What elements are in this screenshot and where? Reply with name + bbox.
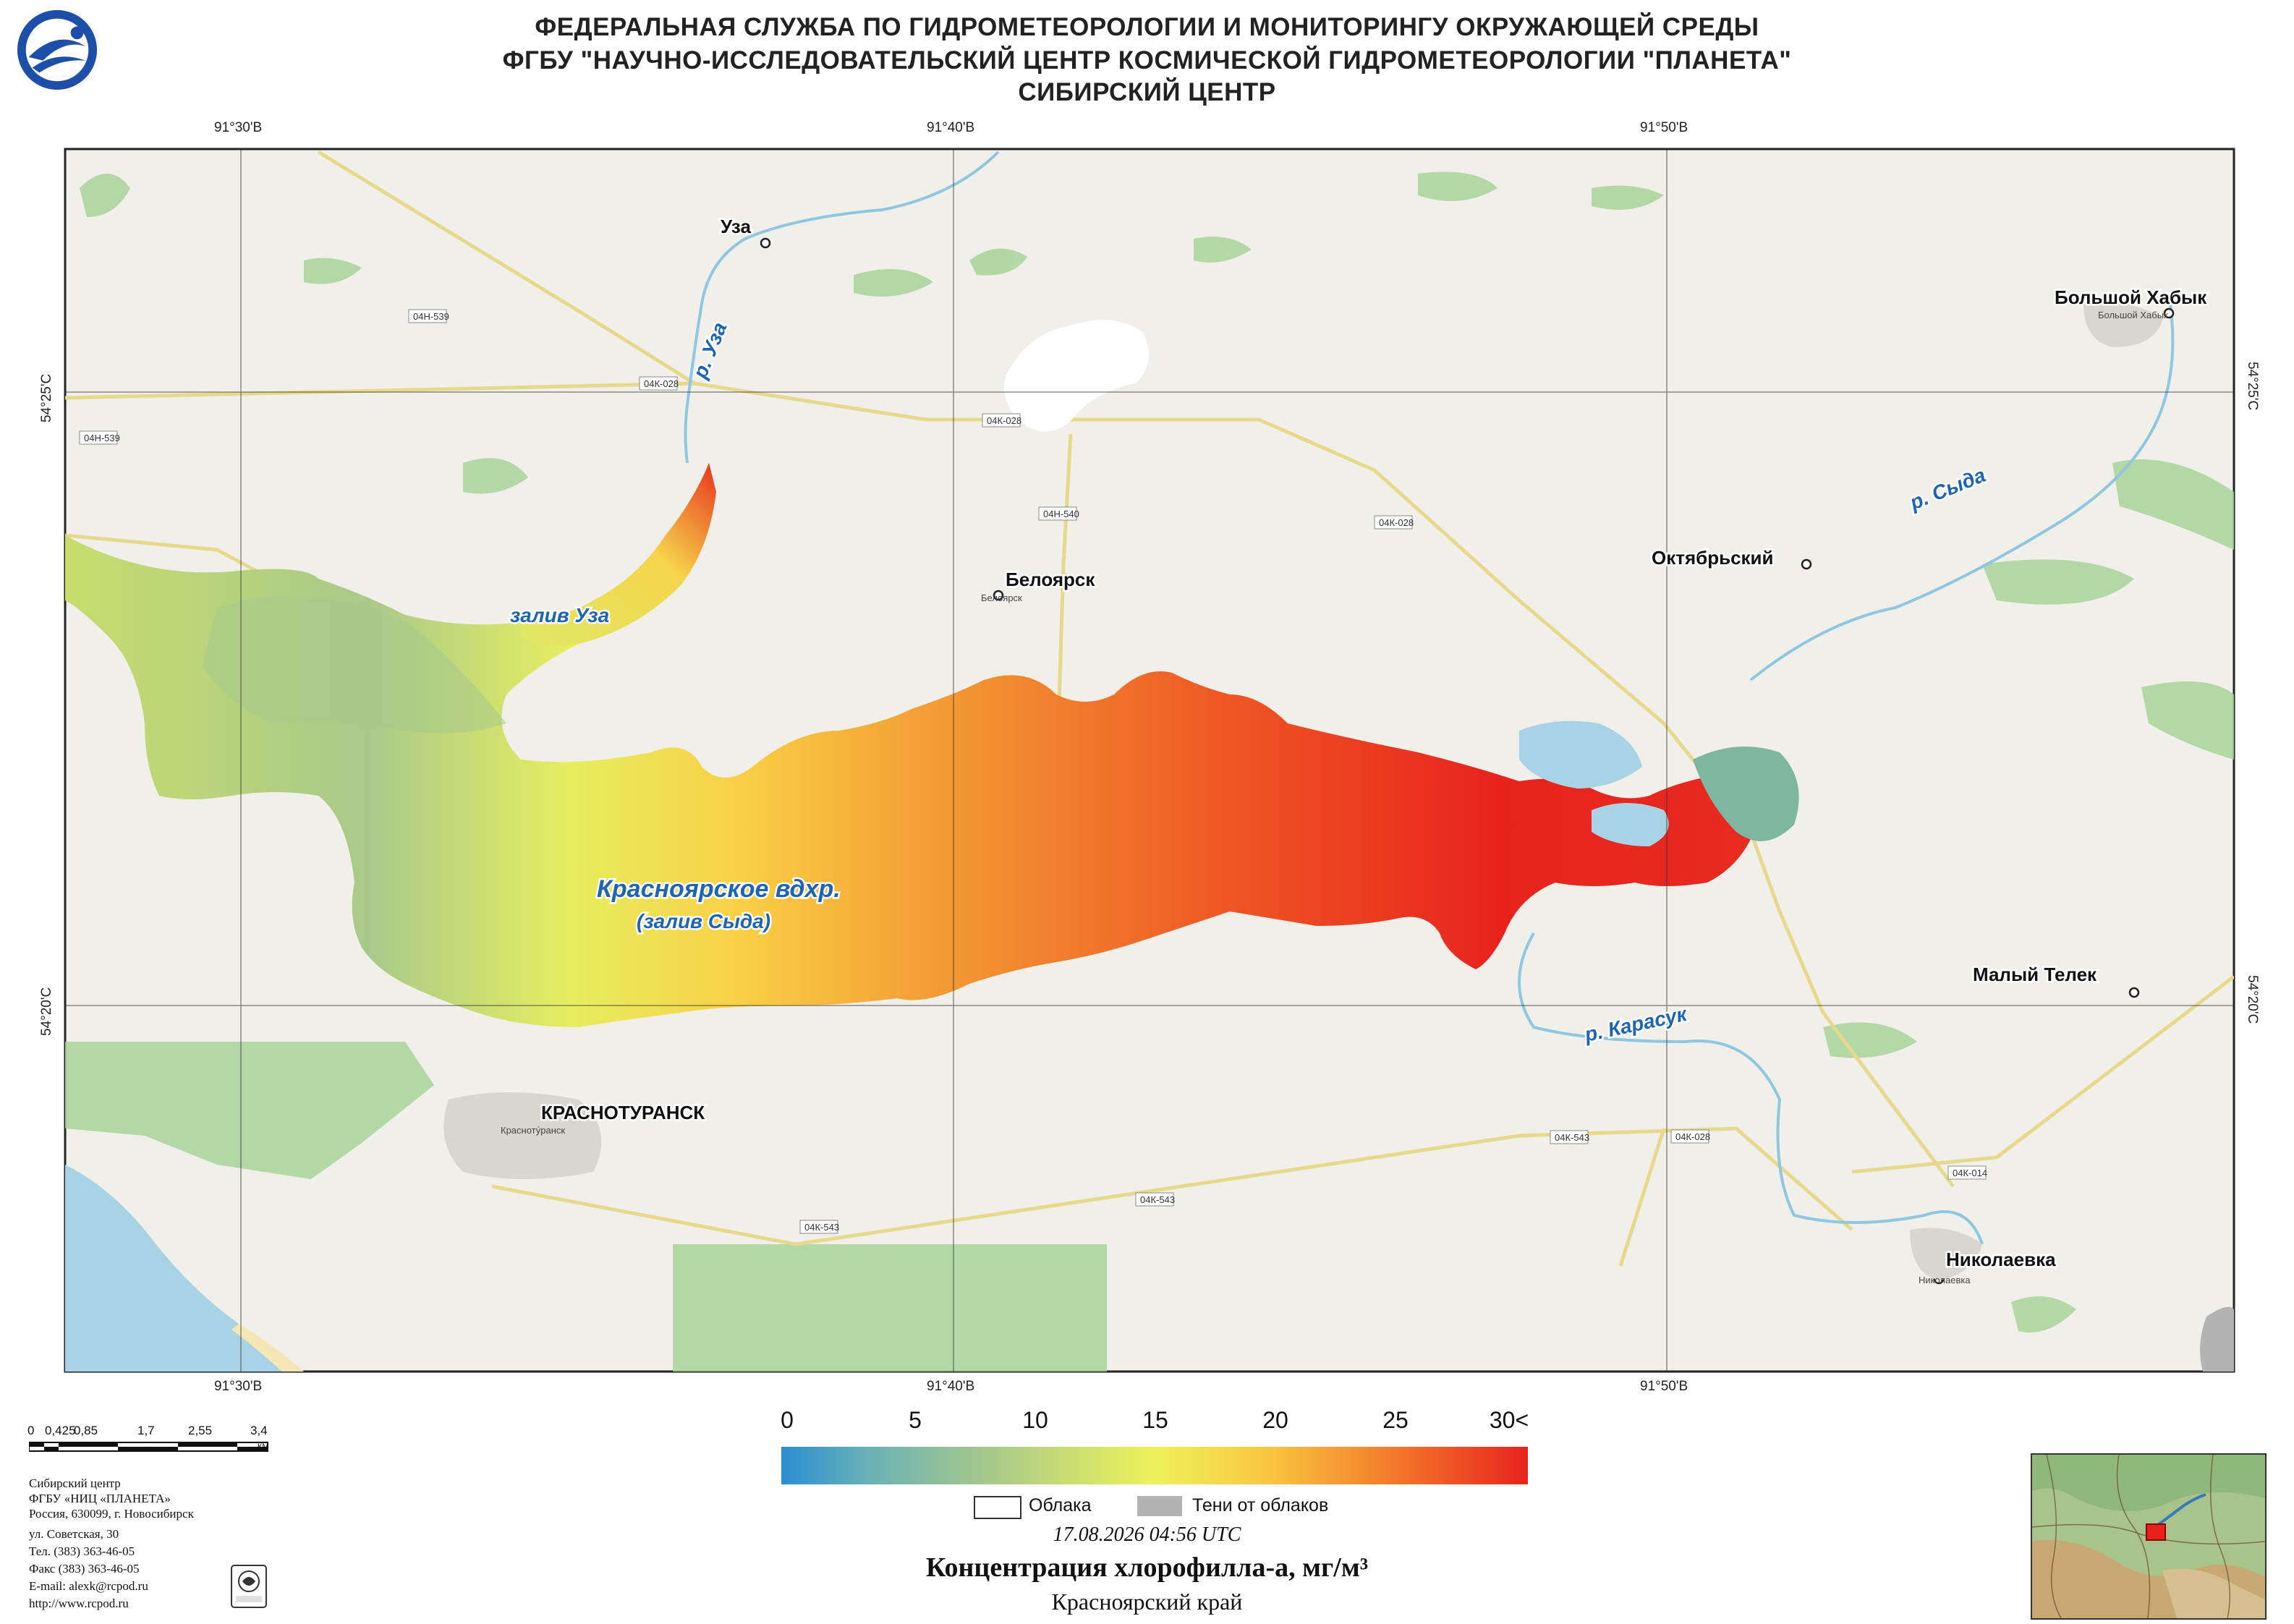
road-label: 04К-028 bbox=[644, 378, 679, 389]
place-krasnoturansk: КРАСНОТУРАНСК bbox=[541, 1102, 705, 1123]
label-bay-uza: залив Уза bbox=[510, 604, 609, 626]
legend-tick: 30< bbox=[1489, 1407, 1529, 1433]
legend-tick: 5 bbox=[909, 1407, 922, 1433]
lon-label-top-2: 91°40'В bbox=[927, 120, 975, 135]
org-line-2: ФГБУ «НИЦ «ПЛАНЕТА» bbox=[29, 1492, 171, 1505]
org-line-7: E-mail: alexk@rcpod.ru bbox=[29, 1579, 148, 1593]
region-name: Красноярский край bbox=[1051, 1589, 1243, 1615]
planeta-logo-icon bbox=[17, 9, 98, 90]
legend-color-ramp bbox=[781, 1447, 1528, 1484]
lat-label-left-1: 54°25'С bbox=[39, 373, 54, 422]
cloud-shadow-patch bbox=[2200, 1306, 2234, 1372]
place-oktyabrsky: Октябрьский bbox=[1652, 547, 1774, 569]
lat-label-right-1: 54°25'С bbox=[2245, 362, 2260, 411]
place-bolshoy-khabyk-small: Большой Хабык bbox=[2098, 310, 2168, 320]
lon-label-bottom-1: 91°30'В bbox=[214, 1379, 263, 1394]
org-line-4: ул. Советская, 30 bbox=[29, 1527, 119, 1541]
lon-label-bottom-3: 91°50'В bbox=[1640, 1379, 1688, 1394]
graticule bbox=[65, 149, 2234, 1372]
iso-badge-icon bbox=[231, 1565, 267, 1608]
open-water-east bbox=[1519, 720, 1642, 788]
road-label: 04К-028 bbox=[1675, 1131, 1710, 1142]
locator-inset-map bbox=[2031, 1453, 2267, 1620]
scale-unit: КМ bbox=[258, 1442, 269, 1451]
town-areas bbox=[443, 302, 2163, 1280]
road-label: 04К-014 bbox=[1953, 1168, 1987, 1178]
road-label: 04К-543 bbox=[1555, 1132, 1589, 1143]
org-line-5: Тел. (383) 363-46-05 bbox=[29, 1544, 135, 1558]
header-line-2: ФГБУ "НАУЧНО-ИССЛЕДОВАТЕЛЬСКИЙ ЦЕНТР КОС… bbox=[502, 46, 1792, 75]
label-bay-syda: (залив Сыда) bbox=[637, 910, 770, 932]
road-label: 04К-543 bbox=[804, 1222, 839, 1233]
legend-shadows-swatch bbox=[1137, 1496, 1182, 1516]
road-label: 04К-543 bbox=[1140, 1194, 1175, 1205]
rivers bbox=[684, 150, 2175, 1245]
scale-label: 0 bbox=[27, 1424, 35, 1437]
place-beloyarsk-small: Белоярск bbox=[981, 592, 1022, 603]
scale-label: 3,4 bbox=[250, 1424, 268, 1437]
lake-bottom-left bbox=[65, 1165, 304, 1372]
reservoir-chlorophyll bbox=[65, 463, 1751, 1027]
lon-label-bottom-2: 91°40'В bbox=[927, 1379, 975, 1394]
scale-label: 1,7 bbox=[137, 1424, 155, 1437]
road-label: 04К-028 bbox=[987, 415, 1021, 426]
forest-patches bbox=[65, 171, 2234, 1372]
lon-label-top-1: 91°30'В bbox=[214, 120, 263, 135]
label-reservoir: Красноярское вдхр. bbox=[597, 875, 841, 903]
legend-tick: 25 bbox=[1382, 1407, 1409, 1433]
place-nikolaevka-small: Николаевка bbox=[1919, 1275, 1971, 1285]
org-line-8: http://www.rcpod.ru bbox=[29, 1597, 129, 1610]
scale-label: 2,55 bbox=[188, 1424, 213, 1437]
org-line-1: Сибирский центр bbox=[29, 1476, 121, 1490]
road-label: 04К-028 bbox=[1379, 517, 1414, 528]
scale-bar bbox=[29, 1442, 268, 1452]
road-label: 04Н-539 bbox=[413, 311, 449, 322]
legend-clouds-label: Облака bbox=[1029, 1495, 1092, 1515]
place-maly-telek: Малый Телек bbox=[1973, 964, 2097, 985]
legend-tick: 10 bbox=[1022, 1407, 1048, 1433]
header-line-3: СИБИРСКИЙ ЦЕНТР bbox=[1018, 78, 1276, 106]
legend-tick: 15 bbox=[1142, 1407, 1168, 1433]
road-label: 04Н-540 bbox=[1043, 509, 1079, 519]
place-uza: Уза bbox=[721, 216, 751, 237]
chlorophyll-map: 04Н-539 04Н-539 04К-028 04К-028 04К-028 … bbox=[64, 148, 2235, 1373]
road-label: 04Н-539 bbox=[84, 433, 120, 443]
header-line-1: ФЕДЕРАЛЬНАЯ СЛУЖБА ПО ГИДРОМЕТЕОРОЛОГИИ … bbox=[535, 13, 1759, 41]
legend-tick: 20 bbox=[1262, 1407, 1288, 1433]
place-krasnoturansk-small: Красноту́ранск bbox=[501, 1125, 565, 1136]
place-nikolaevka: Николаевка bbox=[1946, 1249, 2056, 1270]
map-title: Концентрация хлорофилла-а, мг/м³ bbox=[925, 1552, 1369, 1583]
legend-clouds-swatch bbox=[974, 1496, 1021, 1519]
lat-label-left-2: 54°20'С bbox=[39, 987, 54, 1036]
org-line-6: Факс (383) 363-46-05 bbox=[29, 1562, 140, 1576]
lat-label-right-2: 54°20'С bbox=[2245, 975, 2260, 1024]
lon-label-top-3: 91°50'В bbox=[1640, 120, 1688, 135]
acquisition-date: 17.08.2026 04:56 UTC bbox=[1053, 1523, 1241, 1546]
legend-tick: 0 bbox=[781, 1407, 794, 1433]
place-beloyarsk: Белоярск bbox=[1006, 569, 1095, 590]
scale-label: 0,85 bbox=[74, 1424, 98, 1437]
cloud-patch bbox=[1004, 320, 1149, 432]
place-bolshoy-khabyk: Большой Хабык bbox=[2055, 286, 2207, 308]
inset-area-marker bbox=[2146, 1523, 2166, 1541]
org-line-3: Россия, 630099, г. Новосибирск bbox=[29, 1507, 194, 1521]
legend-shadows-label: Тени от облаков bbox=[1192, 1495, 1329, 1515]
scale-label: 0,425 bbox=[45, 1424, 76, 1437]
